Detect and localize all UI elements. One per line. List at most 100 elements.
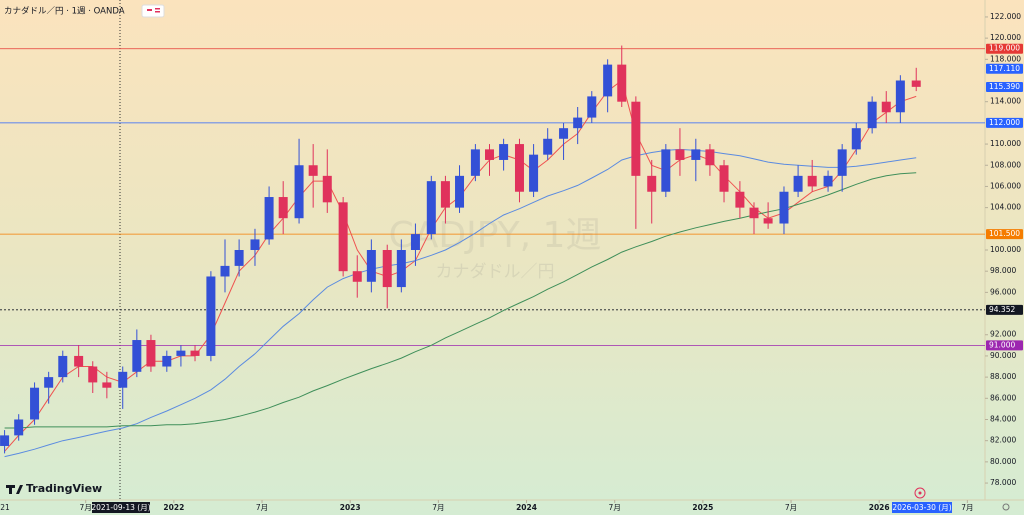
candle-body bbox=[837, 149, 847, 176]
candle-body bbox=[132, 340, 142, 372]
y-tick-label: 120.000 bbox=[990, 33, 1021, 42]
candle-body bbox=[102, 382, 112, 388]
candle-body bbox=[470, 149, 480, 176]
y-tick-label: 110.000 bbox=[990, 139, 1021, 148]
y-tick-label: 108.000 bbox=[990, 160, 1021, 169]
y-tick-label: 114.000 bbox=[990, 97, 1021, 106]
candle-body bbox=[559, 128, 569, 139]
x-tick-label: 21 bbox=[0, 503, 10, 512]
candle-body bbox=[234, 250, 244, 266]
badge-icon bbox=[147, 9, 152, 11]
candle-body bbox=[382, 250, 392, 288]
candle-body bbox=[455, 175, 465, 208]
symbol-title: カナダドル／円 · 1週 · OANDA bbox=[4, 6, 125, 17]
moving-average bbox=[4, 148, 917, 458]
candle-body bbox=[851, 128, 861, 150]
y-tick-label: 118.000 bbox=[990, 54, 1021, 63]
level-label: 91.000 bbox=[989, 340, 1015, 349]
candle-body bbox=[440, 181, 450, 208]
y-tick-label: 80.000 bbox=[990, 457, 1016, 466]
candle-body bbox=[322, 175, 332, 203]
plot bbox=[0, 0, 985, 500]
candle-body bbox=[793, 175, 803, 192]
watermark-name: カナダドル／円 bbox=[436, 262, 555, 282]
candle-body bbox=[396, 250, 406, 288]
y-tick-label: 106.000 bbox=[990, 181, 1021, 190]
candle-body bbox=[485, 149, 495, 160]
x-tick-label: 7月 bbox=[80, 503, 92, 512]
alert-icon bbox=[918, 491, 922, 495]
candle-body bbox=[895, 80, 905, 113]
candle-body bbox=[176, 350, 186, 356]
level-label: 112.000 bbox=[989, 118, 1020, 127]
candle-body bbox=[58, 355, 68, 378]
candle-body bbox=[911, 80, 921, 87]
candle-body bbox=[162, 355, 172, 367]
x-tick-label: 2026 bbox=[869, 503, 890, 512]
candle-body bbox=[573, 117, 583, 129]
candle-body bbox=[308, 165, 318, 176]
x-tick-label: 2025 bbox=[692, 503, 713, 512]
candle-body bbox=[338, 202, 348, 272]
x-tick-label: 7月 bbox=[432, 503, 444, 512]
logo[interactable]: TradingView bbox=[6, 482, 102, 495]
candle-body bbox=[0, 435, 10, 446]
level-label: 101.500 bbox=[989, 229, 1020, 238]
candle-body bbox=[749, 207, 759, 219]
badge-icon bbox=[155, 11, 160, 13]
level-label-box bbox=[986, 340, 1023, 351]
settings-icon[interactable] bbox=[1002, 503, 1010, 511]
candle-body bbox=[603, 64, 613, 97]
candle-body bbox=[823, 175, 833, 187]
y-tick-label: 92.000 bbox=[990, 330, 1016, 339]
last-date: 2026-03-30 (月) bbox=[892, 503, 951, 512]
candle-body bbox=[675, 149, 685, 160]
crosshair-date-box bbox=[92, 502, 150, 513]
price-label: 115.390 bbox=[989, 82, 1020, 91]
y-tick-label: 84.000 bbox=[990, 414, 1016, 423]
candle-body bbox=[146, 340, 156, 367]
candle-body bbox=[426, 181, 436, 235]
candle-body bbox=[220, 265, 230, 277]
candle-body bbox=[514, 144, 524, 192]
level-label-box bbox=[986, 229, 1023, 240]
y-tick-label: 122.000 bbox=[990, 12, 1021, 21]
candle-body bbox=[735, 191, 745, 208]
candle-body bbox=[30, 387, 40, 420]
y-tick-label: 104.000 bbox=[990, 203, 1021, 212]
candle-body bbox=[74, 355, 84, 367]
watermark: CADJPY, 1週 カナダドル／円 bbox=[389, 215, 602, 282]
level-label: 94.352 bbox=[989, 305, 1015, 314]
candle-body bbox=[779, 191, 789, 224]
candle-body bbox=[118, 371, 128, 388]
logo-text: TradingView bbox=[26, 482, 102, 495]
moving-average bbox=[4, 172, 917, 429]
candle-body bbox=[631, 101, 641, 176]
candle-body bbox=[44, 377, 54, 388]
logo-icon bbox=[6, 485, 23, 494]
candle-body bbox=[250, 239, 260, 250]
price-label-box bbox=[986, 63, 1023, 74]
badge-icon bbox=[155, 8, 160, 10]
candle-body bbox=[807, 175, 817, 187]
watermark-symbol: CADJPY, 1週 bbox=[389, 215, 602, 256]
alert-icon[interactable] bbox=[914, 487, 926, 499]
candle-body bbox=[763, 218, 773, 224]
x-tick-label: 7月 bbox=[785, 503, 797, 512]
candle-body bbox=[881, 101, 891, 113]
candle-body bbox=[529, 154, 539, 192]
candle-body bbox=[88, 366, 98, 383]
candle-body bbox=[499, 144, 509, 160]
candle-body bbox=[587, 96, 597, 118]
candle-body bbox=[719, 165, 729, 192]
candle-body bbox=[278, 197, 288, 219]
price-label-box bbox=[986, 81, 1023, 92]
candle-body bbox=[647, 175, 657, 192]
y-tick-label: 100.000 bbox=[990, 245, 1021, 254]
y-tick-label: 78.000 bbox=[990, 478, 1016, 487]
level-label: 119.000 bbox=[989, 44, 1020, 53]
candle-body bbox=[705, 149, 715, 166]
title-badge[interactable] bbox=[141, 4, 165, 18]
